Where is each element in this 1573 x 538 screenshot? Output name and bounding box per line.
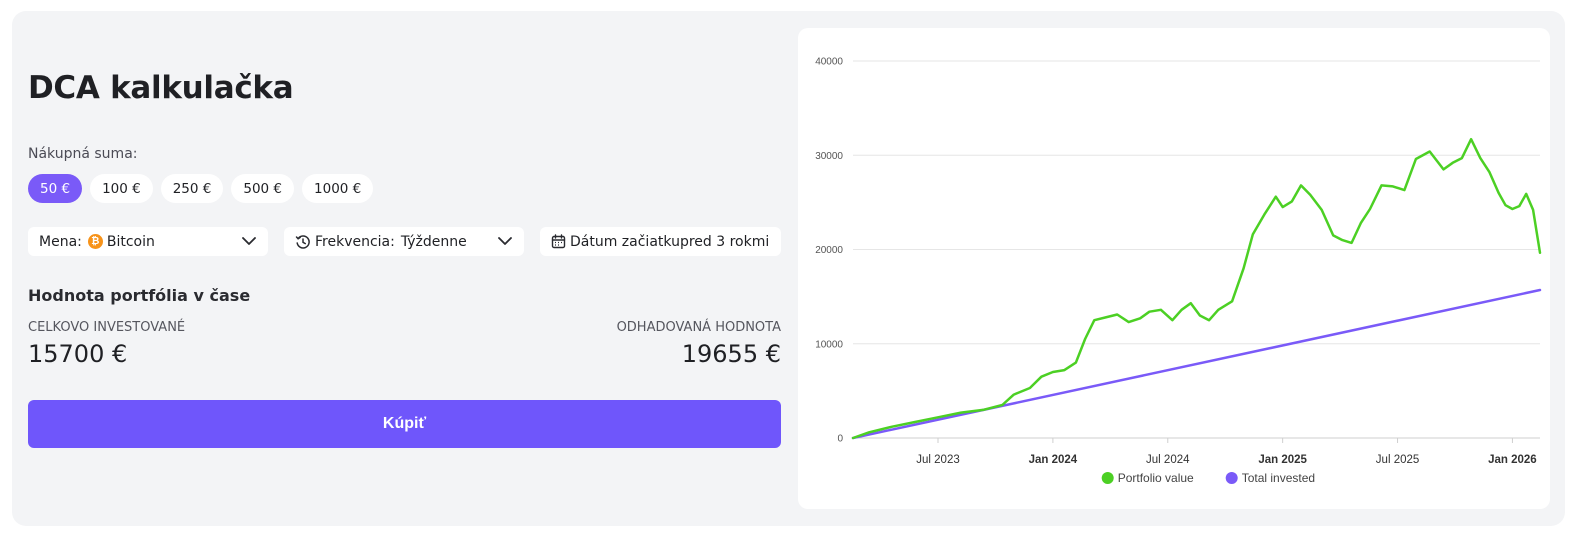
y-tick-label: 10000 <box>815 339 843 350</box>
x-tick-label: Jan 2025 <box>1258 454 1307 466</box>
estimated-value-label: Odhadovaná hodnota <box>616 320 781 335</box>
x-axis-ticks: Jul 2023 Jan 2024 Jul 2024 Jan 2025 Jul 2025… <box>916 438 1537 466</box>
x-tick-label: Jan 2026 <box>1488 454 1537 466</box>
portfolio-value-line <box>851 137 1542 440</box>
start-date-select[interactable]: Dátum začiatku pred 3 rokmi <box>540 227 781 256</box>
legend-label: Total invested <box>1242 471 1315 485</box>
legend-marker <box>1225 472 1238 484</box>
x-tick-label: Jul 2024 <box>1146 454 1190 466</box>
frequency-select[interactable]: Frekvencia: Týždenne <box>284 227 524 256</box>
y-axis-ticks: 0 10000 20000 30000 40000 <box>815 57 843 445</box>
amount-option-500[interactable]: 500 € <box>231 174 295 203</box>
amount-option-100[interactable]: 100 € <box>90 174 153 203</box>
currency-label: Mena: <box>39 233 82 250</box>
chevron-down-icon <box>498 237 512 245</box>
currency-select[interactable]: Mena: ₿ Bitcoin <box>28 227 268 256</box>
bitcoin-icon: ₿ <box>87 234 103 249</box>
frequency-value: Týždenne <box>400 233 467 250</box>
legend-label: Portfolio value <box>1118 471 1194 485</box>
start-date-label: Dátum začiatku <box>570 233 680 250</box>
amount-option-250[interactable]: 250 € <box>160 174 224 203</box>
chart-lines <box>851 137 1542 440</box>
buy-button[interactable]: Kúpiť <box>28 400 781 448</box>
start-date-value: pred 3 rokmi <box>679 233 770 250</box>
chevron-down-icon <box>242 237 256 245</box>
legend-marker <box>1101 472 1114 484</box>
total-invested-value: 15700 € <box>28 340 128 368</box>
y-tick-label: 20000 <box>815 245 843 256</box>
x-tick-label: Jan 2024 <box>1029 454 1078 466</box>
amount-label: Nákupná suma: <box>28 146 138 162</box>
page-title: DCA kalkulačka <box>28 70 294 106</box>
amount-option-50[interactable]: 50 € <box>28 174 83 203</box>
y-tick-label: 0 <box>837 434 843 445</box>
y-tick-label: 30000 <box>815 151 843 162</box>
currency-value: Bitcoin <box>106 233 155 250</box>
frequency-label: Frekvencia: <box>315 233 395 250</box>
x-tick-label: Jul 2023 <box>916 454 959 466</box>
history-icon <box>295 234 310 249</box>
portfolio-chart: 0 10000 20000 30000 40000 Jul 2023 Jan 2024 Ju… <box>798 28 1550 509</box>
amount-option-1000[interactable]: 1000 € <box>302 174 374 203</box>
amount-options: 50 € 100 € 250 € 500 € 1000 € <box>28 174 374 203</box>
chart-legend: Portfolio value Total invested <box>1101 471 1315 485</box>
estimated-value-value: 19655 € <box>681 340 781 368</box>
chart-grid <box>853 60 1540 439</box>
x-tick-label: Jul 2025 <box>1376 454 1419 466</box>
y-tick-label: 40000 <box>815 57 843 68</box>
total-invested-label: Celkovo investované <box>28 320 186 335</box>
calendar-icon <box>551 234 566 249</box>
portfolio-section-title: Hodnota portfólia v čase <box>28 286 251 305</box>
total-invested-line <box>851 288 1542 440</box>
